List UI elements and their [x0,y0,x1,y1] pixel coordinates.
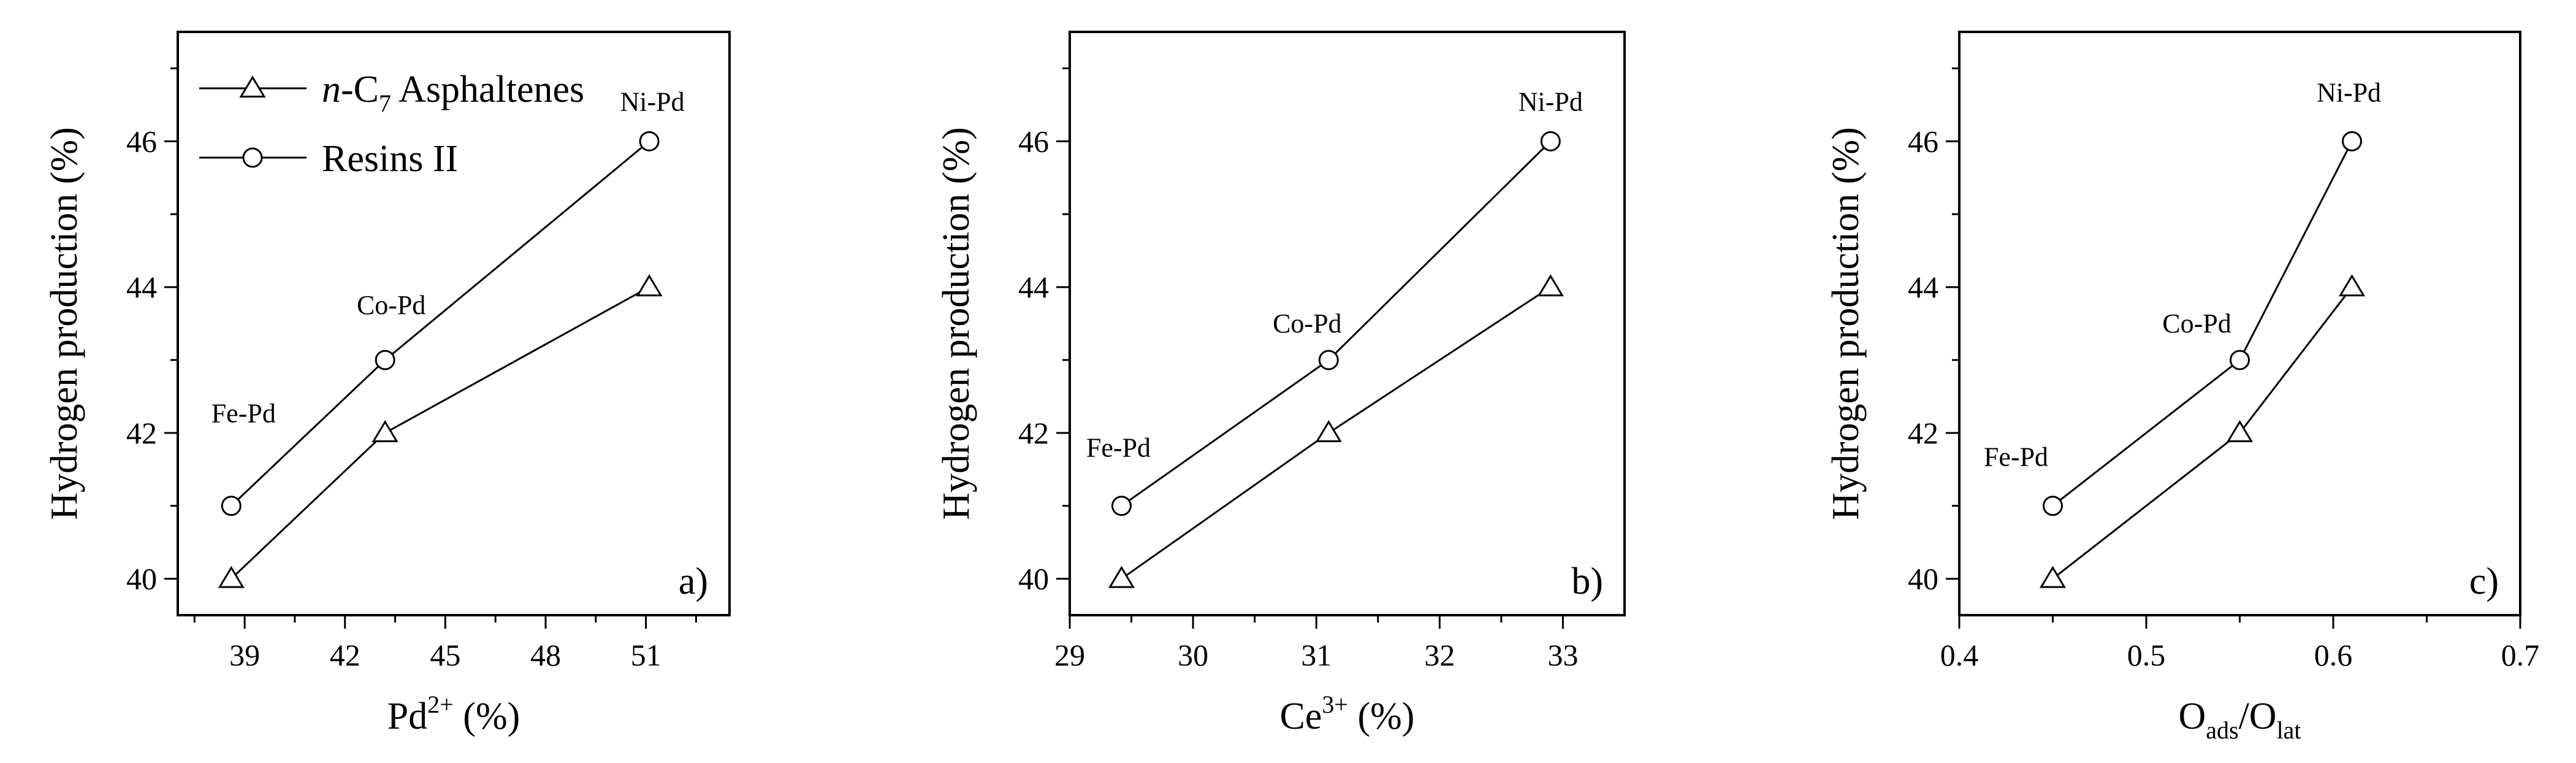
asphaltenes-series-line [231,286,650,580]
x-tick-label: 33 [1547,638,1578,672]
point-label: Ni-Pd [620,86,685,117]
legend: n-C7 Asphaltenes Resins II [199,69,584,180]
x-tick-label: 29 [1054,638,1085,672]
y-axis-label: Hydrogen production (%) [936,127,977,520]
y-tick-label: 46 [1908,124,1938,158]
legend-circle-marker [242,147,263,168]
resins-point [2342,131,2362,151]
point-label: Co-Pd [2162,309,2231,339]
resins-point [2230,350,2250,370]
x-tick-label: 0.5 [2127,638,2166,672]
asphaltenes-point [1108,566,1135,588]
x-tick-label: 48 [530,638,561,672]
y-tick-label: 44 [1018,270,1049,304]
point-label: Co-Pd [1273,309,1341,339]
chart-panel-2: 40 42 44 46 29 30 31 32 33 Hydrogen production (%… [936,31,1626,737]
x-tick-label: 0.7 [2501,638,2540,672]
x-axis-label: Oads/Olat [2178,696,2301,744]
resins-point [1111,496,1132,516]
x-axis-label: Ce3+ (%) [1280,691,1415,737]
x-tick-label: 0.6 [2314,638,2353,672]
point-label: Ni-Pd [1519,86,1583,117]
asphaltenes-point [1315,420,1342,442]
y-tick-label: 44 [1908,270,1938,304]
x-tick-label: 30 [1178,638,1208,672]
point-label: Co-Pd [357,290,425,320]
y-tick-label: 42 [1018,416,1049,450]
x-tick-label: 45 [430,638,460,672]
y-axis-label: Hydrogen production (%) [44,127,85,520]
point-label: Fe-Pd [211,399,276,429]
x-tick-label: 0.4 [1940,638,1979,672]
asphaltenes-point [636,274,663,297]
panel-label: c) [2469,561,2499,602]
point-label: Fe-Pd [1086,433,1151,463]
asphaltenes-point [2338,274,2366,297]
x-tick-label: 42 [330,638,360,672]
y-tick-label: 46 [1018,124,1049,158]
y-tick-label: 40 [1908,562,1938,596]
resins-point [639,131,660,151]
plot-frame [1958,31,2521,616]
chart-panel-1: 40 42 44 46 39 42 45 48 51 Hydrogen production (%… [44,31,731,737]
resins-point [221,496,242,516]
y-tick-label: 42 [1908,416,1938,450]
point-label: Fe-Pd [1984,442,2048,472]
y-tick-label: 40 [126,562,157,596]
asphaltenes-point [1537,274,1564,297]
asphaltenes-point [218,566,245,588]
y-axis-label: Hydrogen production (%) [1825,127,1867,520]
chart-panel-3: 40 42 44 46 0.4 0.5 0.6 0.7 Hydrogen production … [1825,31,2540,744]
y-tick-label: 40 [1018,562,1049,596]
x-tick-label: 39 [229,638,260,672]
resins-point [2043,496,2063,516]
legend-label: Resins II [322,138,458,180]
x-axis-label: Pd2+ (%) [387,691,520,737]
asphaltenes-point [372,420,398,442]
x-tick-label: 51 [631,638,661,672]
resins-point [1540,131,1561,151]
y-tick-label: 42 [126,416,157,450]
plot-frame [177,31,731,616]
legend-triangle-marker [239,75,266,98]
panel-label: a) [679,561,708,602]
resins-point [1318,350,1339,370]
plot-frame [1069,31,1626,616]
y-tick-label: 44 [126,270,157,304]
legend-label: n-C7 Asphaltenes [322,69,584,117]
x-tick-label: 32 [1424,638,1455,672]
point-label: Ni-Pd [2317,77,2381,107]
y-tick-label: 46 [126,124,157,158]
resins-point [375,350,395,370]
asphaltenes-point [2039,566,2067,588]
panel-label: b) [1571,561,1603,602]
resins-series-line [231,140,650,507]
asphaltenes-point [2226,420,2254,442]
x-tick-label: 31 [1301,638,1332,672]
